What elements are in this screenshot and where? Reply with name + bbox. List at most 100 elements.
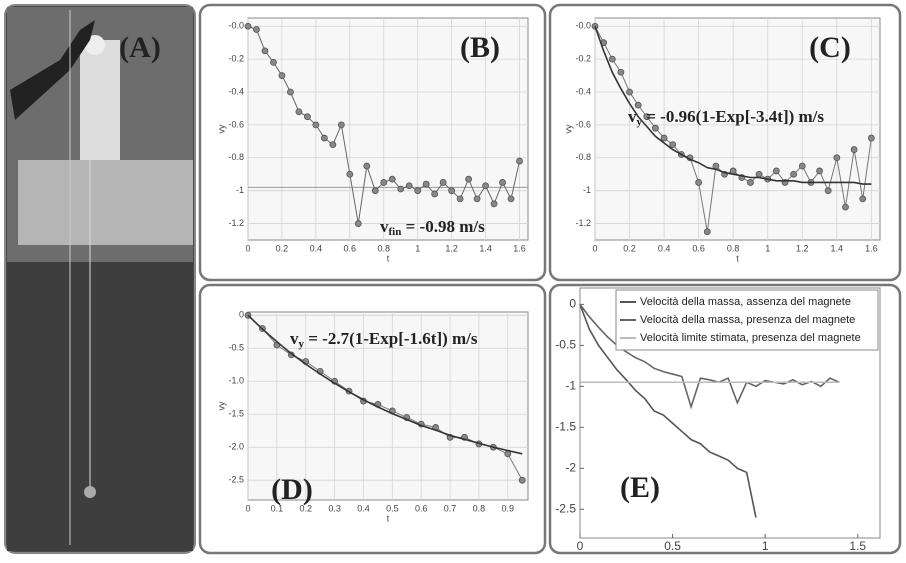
chart-panel: -0.0 -0.2 -0.4 -0.6 -0.8 -1 -1.2 0 0.2 0.4 0.6 0.8 1…	[198, 3, 547, 282]
data-point	[643, 113, 651, 121]
y-tick-label: -0.6	[228, 119, 244, 129]
data-point	[405, 182, 413, 190]
panel-label: (C)	[809, 31, 851, 64]
x-tick-label: 1.2	[796, 243, 809, 253]
photo-box	[18, 160, 193, 245]
data-point	[516, 157, 523, 165]
data-point	[499, 179, 506, 186]
x-tick-label: 0.3	[328, 503, 341, 513]
data-point	[482, 182, 489, 190]
data-point	[312, 121, 320, 129]
x-tick-label: 0.8	[473, 503, 486, 513]
data-point	[465, 175, 473, 183]
x-tick-label: 0.6	[344, 243, 357, 253]
y-tick-label: -2	[565, 460, 576, 474]
legend-label: Velocità della massa, presenza del magne…	[640, 314, 855, 326]
data-point	[798, 162, 806, 170]
data-point	[388, 175, 396, 183]
data-point	[295, 108, 303, 116]
x-tick-label: 0	[245, 243, 250, 253]
plot-area	[247, 311, 529, 501]
data-point	[320, 134, 328, 142]
chart-panel: 0 -0.5 -1.0 -1.5 -2.0 -2.5 0 0.1 0.2 0.3 0.4 0.5 0.6…	[198, 283, 547, 555]
plot-area	[594, 17, 881, 241]
x-tick-label: 1.6	[865, 243, 878, 253]
annotation-text: = -0.96(1-Exp[-3.4t]) m/s	[642, 107, 824, 126]
data-point	[626, 88, 633, 96]
y-tick-label: -2.5	[555, 501, 576, 515]
data-point	[371, 187, 379, 195]
annotation-symbol: v	[628, 107, 637, 126]
y-tick-label: -0.8	[575, 152, 591, 162]
y-tick-label: -0.2	[228, 53, 244, 63]
data-point	[397, 185, 405, 193]
data-point	[414, 187, 422, 195]
data-point	[473, 195, 481, 203]
data-point	[617, 68, 625, 76]
data-point	[755, 170, 763, 178]
annotation-text: = -0.98 m/s	[401, 217, 485, 236]
data-point	[363, 162, 371, 170]
y-tick-label: -0.5	[555, 338, 576, 352]
photo-panel: (A)	[4, 4, 196, 554]
data-point	[859, 195, 867, 203]
y-tick-label: -1.2	[575, 218, 591, 228]
data-point	[842, 203, 849, 211]
data-point	[431, 190, 439, 198]
data-point	[850, 146, 858, 153]
y-tick-label: -1	[565, 379, 576, 393]
data-point	[695, 179, 703, 186]
y-tick-label: 0	[569, 297, 576, 311]
data-point	[303, 113, 311, 121]
panel-label: (E)	[620, 471, 660, 504]
data-point	[772, 167, 780, 175]
x-tick-label: 0.7	[444, 503, 457, 513]
x-tick-label: 1	[765, 243, 770, 253]
data-point	[270, 59, 277, 66]
data-point	[790, 170, 798, 178]
x-tick-label: 0.8	[727, 243, 740, 253]
photo-floor	[7, 262, 193, 551]
y-tick-label: -1.2	[228, 218, 244, 228]
data-point	[287, 88, 294, 96]
y-tick-label: -2.5	[228, 475, 244, 485]
data-point	[456, 195, 464, 203]
x-tick-label: 0.9	[502, 503, 515, 513]
x-tick-label: 0	[592, 243, 597, 253]
data-point	[490, 200, 498, 208]
x-tick-label: 0.2	[276, 243, 289, 253]
data-point	[518, 476, 526, 484]
data-point	[833, 154, 841, 162]
x-tick-label: 1	[415, 243, 420, 253]
photo-arm	[10, 20, 95, 120]
series-line	[247, 314, 523, 455]
x-tick-label: 0.4	[357, 503, 370, 513]
y-tick-label: -2.0	[228, 442, 244, 452]
x-tick-label: 0.6	[692, 243, 705, 253]
annotation-subscript: fin	[389, 226, 402, 238]
y-tick-label: -1.5	[228, 409, 244, 419]
x-tick-label: 0	[245, 503, 250, 513]
data-point	[867, 134, 875, 142]
data-point	[669, 141, 677, 149]
data-point	[439, 179, 447, 186]
y-tick-label: -0.4	[575, 86, 591, 96]
data-point	[244, 22, 252, 30]
annotation-symbol: v	[290, 329, 299, 348]
data-point	[261, 47, 269, 55]
y-tick-label: -1.5	[555, 420, 576, 434]
panel-label: (B)	[460, 31, 500, 64]
y-tick-label: -0.0	[228, 21, 244, 31]
photo-apparatus	[80, 40, 120, 160]
x-tick-label: 0.1	[271, 503, 284, 513]
panel-label: (D)	[271, 473, 313, 506]
data-point	[448, 187, 456, 195]
data-point	[422, 180, 430, 188]
data-point	[660, 134, 668, 142]
data-point	[747, 179, 754, 186]
annotation-text: = -2.7(1-Exp[-1.6t]) m/s	[304, 329, 478, 348]
photo-mass	[84, 486, 96, 498]
data-point	[329, 141, 337, 149]
x-axis-label: t	[387, 253, 390, 263]
data-point	[354, 220, 362, 227]
